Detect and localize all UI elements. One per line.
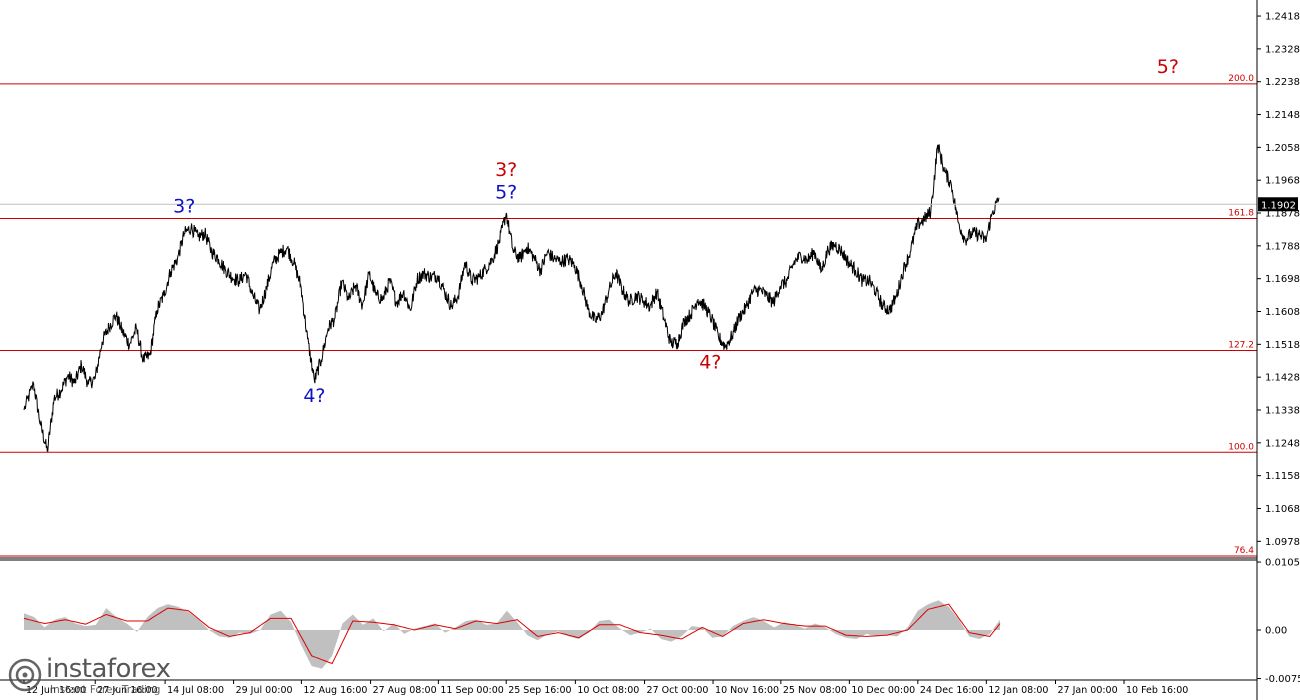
wave-labels: 3?4?3?5?4?5? <box>173 56 1179 407</box>
y-tick-label: 1.2238 <box>1265 77 1300 88</box>
logo-tagline: Instant Forex Trading <box>50 684 161 696</box>
y-tick-label: 1.2328 <box>1265 44 1300 55</box>
x-tick-label: 25 Nov 08:00 <box>783 685 847 696</box>
x-tick-label: 10 Oct 08:00 <box>577 685 639 696</box>
fib-level-label: 76.4 <box>1234 546 1254 556</box>
logo-wordmark: instaforex <box>46 654 171 684</box>
x-tick-label: 10 Dec 00:00 <box>851 685 915 696</box>
oscillator-histogram <box>24 600 1000 669</box>
y-tick-label: 1.1788 <box>1265 241 1300 252</box>
y-tick-label: 1.1608 <box>1265 307 1300 318</box>
oscillator-signal-line <box>23 603 1001 665</box>
x-tick-label: 14 Jul 08:00 <box>167 685 224 696</box>
x-tick-label: 12 Aug 16:00 <box>303 685 367 696</box>
osc-y-tick-label: 0.01054 <box>1265 558 1300 569</box>
x-tick-label: 27 Jun 16:00 <box>97 685 157 696</box>
wave-label: 5? <box>495 181 517 203</box>
price-series <box>0 144 1257 452</box>
fib-level-label: 100.0 <box>1228 442 1254 452</box>
osc-y-tick-label: -0.00753 <box>1265 674 1300 685</box>
price-line <box>23 144 1000 452</box>
fibonacci-levels: 200.0 161.8 127.2 100.0 76.4 <box>0 74 1257 557</box>
x-tick-label: 11 Sep 00:00 <box>440 685 503 696</box>
x-tick-label: 24 Dec 16:00 <box>920 685 984 696</box>
wave-label: 4? <box>699 351 721 373</box>
instaforex-logo: instaforex Instant Forex Trading <box>4 652 182 698</box>
y-tick-label: 1.2058 <box>1265 143 1300 154</box>
y-tick-label: 1.0978 <box>1265 537 1300 548</box>
wave-label: 5? <box>1157 56 1179 78</box>
oscillator-panel <box>23 600 1001 669</box>
current-price-tag <box>1258 197 1298 212</box>
x-tick-label: 12 Jun 16:00 <box>26 685 86 696</box>
y-tick-label: 1.1158 <box>1265 471 1300 482</box>
fib-level-label: 161.8 <box>1228 208 1254 218</box>
fib-level-label: 200.0 <box>1228 74 1254 84</box>
y-tick-label: 1.2148 <box>1265 110 1300 121</box>
current-price-label: 1.1902 <box>1261 200 1296 211</box>
x-tick-label: 29 Jul 00:00 <box>236 685 293 696</box>
x-tick-label: 10 Feb 16:00 <box>1126 685 1188 696</box>
y-tick-label: 1.1968 <box>1265 176 1300 187</box>
y-tick-label: 1.2418 <box>1265 12 1300 23</box>
y-tick-label: 1.1248 <box>1265 438 1300 449</box>
y-tick-label: 1.1518 <box>1265 340 1300 351</box>
x-tick-label: 27 Aug 08:00 <box>373 685 437 696</box>
wave-label: 4? <box>303 385 325 407</box>
x-tick-label: 27 Oct 00:00 <box>647 685 709 696</box>
y-tick-label: 1.1338 <box>1265 405 1300 416</box>
wave-label: 3? <box>495 159 517 181</box>
wave-label: 3? <box>173 195 195 217</box>
y-tick-label: 1.1878 <box>1265 209 1300 220</box>
y-tick-label: 1.1068 <box>1265 504 1300 515</box>
x-tick-label: 12 Jan 08:00 <box>988 685 1048 696</box>
x-tick-label: 10 Nov 16:00 <box>715 685 779 696</box>
x-tick-label: 25 Sep 16:00 <box>508 685 571 696</box>
instaforex-logo-icon <box>8 658 42 692</box>
y-tick-label: 1.1428 <box>1265 373 1300 384</box>
osc-y-tick-label: 0.00 <box>1265 625 1287 636</box>
x-tick-label: 27 Jan 00:00 <box>1058 685 1118 696</box>
y-tick-label: 1.1698 <box>1265 274 1300 285</box>
fib-level-label: 127.2 <box>1228 341 1254 351</box>
